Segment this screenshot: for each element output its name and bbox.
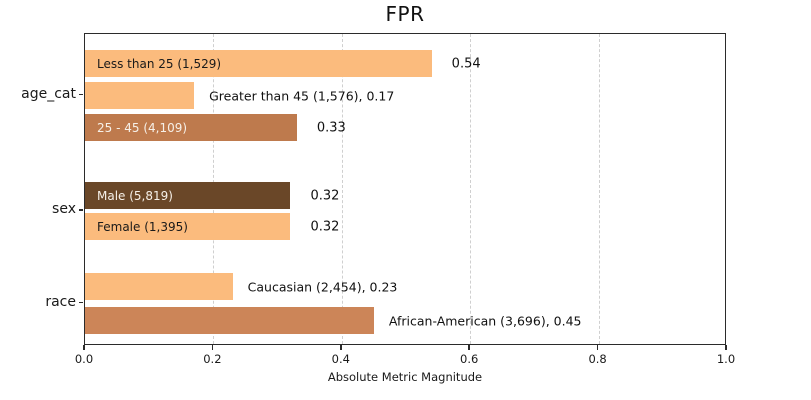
y-group-label: age_cat xyxy=(21,85,76,102)
bar-outside-label: Caucasian (2,454), 0.23 xyxy=(247,279,398,294)
bar-label: Female (1,395) xyxy=(97,219,188,234)
x-tick-mark xyxy=(725,345,727,350)
x-tick-label: 0.4 xyxy=(331,352,350,366)
y-group-label: race xyxy=(45,293,76,310)
bar-label: Male (5,819) xyxy=(97,188,173,203)
bar-value-label: 0.32 xyxy=(310,188,340,203)
chart-title: FPR xyxy=(385,2,425,26)
x-tick-mark xyxy=(340,345,342,350)
x-tick-mark xyxy=(211,345,214,350)
bar-value-label: 0.32 xyxy=(310,219,340,234)
y-group-label: sex xyxy=(52,201,76,217)
bar-label: 25 - 45 (4,109) xyxy=(97,120,188,135)
bar-value-label: 0.33 xyxy=(316,120,346,135)
bar xyxy=(85,307,374,334)
bar-label: Less than 25 (1,529) xyxy=(97,56,222,71)
y-tick-mark xyxy=(79,209,83,211)
x-axis-label: Absolute Metric Magnitude xyxy=(327,370,483,384)
bar-outside-label: African-American (3,696), 0.45 xyxy=(388,313,582,328)
x-tick-label: 0.8 xyxy=(588,352,607,366)
bar: Less than 25 (1,529) xyxy=(85,50,432,77)
bar-value-label: 0.54 xyxy=(451,56,481,71)
bar: Male (5,819) xyxy=(85,182,291,209)
y-tick-mark xyxy=(79,301,83,304)
y-tick-mark xyxy=(79,93,83,96)
gridline xyxy=(341,34,343,344)
gridline xyxy=(470,34,472,344)
bar: Female (1,395) xyxy=(85,213,291,240)
x-tick-label: 0.6 xyxy=(460,352,479,366)
bar xyxy=(85,273,233,300)
x-tick-mark xyxy=(83,345,85,350)
bar: 25 - 45 (4,109) xyxy=(85,114,297,141)
bar xyxy=(85,82,195,109)
x-tick-mark xyxy=(468,345,470,350)
x-tick-label: 0.2 xyxy=(203,352,222,366)
gridline xyxy=(598,34,600,344)
plot-area: Less than 25 (1,529) 0.54 Greater than 45 … xyxy=(84,33,726,345)
x-tick-label: 1.0 xyxy=(716,352,736,366)
x-tick-label: 0.0 xyxy=(74,352,94,366)
bar-outside-label: Greater than 45 (1,576), 0.17 xyxy=(209,88,395,103)
x-tick-mark xyxy=(596,345,599,350)
